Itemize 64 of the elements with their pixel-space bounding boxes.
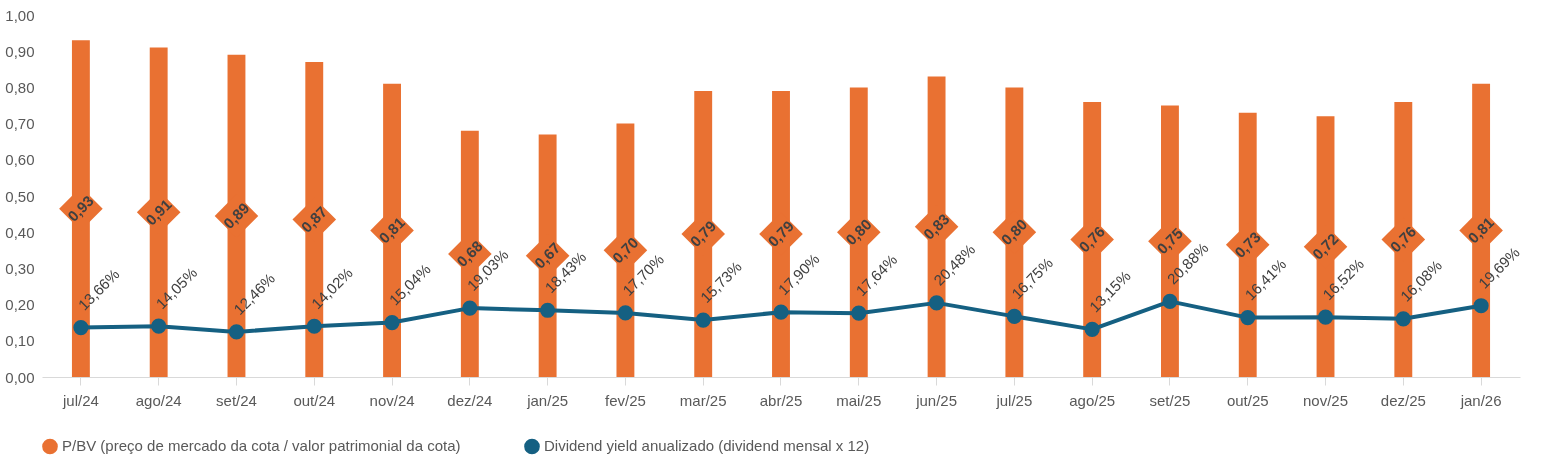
point [462, 300, 478, 316]
point [929, 295, 945, 311]
y-tick-label: 0,40 [5, 223, 35, 241]
x-tick-label: fev/25 [604, 391, 646, 409]
data-label: 0,72 [1308, 229, 1342, 263]
data-label: 0,89 [219, 199, 253, 232]
y-tick-label: 0,20 [5, 296, 35, 314]
data-label: 0,73 [1231, 228, 1264, 261]
point [1395, 311, 1411, 327]
y-tick-label: 0,10 [5, 332, 35, 350]
x-tick-label: dez/24 [447, 391, 493, 409]
point [73, 319, 89, 336]
point [1473, 298, 1489, 314]
x-tick-label: out/25 [1226, 391, 1269, 409]
x-tick-label: nov/25 [1303, 391, 1349, 409]
x-tick-label: dez/25 [1380, 391, 1426, 409]
x-tick-label: jan/26 [1459, 391, 1502, 409]
legend-label: P/BV (preço de mercado da cota / valor patrimonial da cota) [62, 437, 461, 455]
x-tick-label: set/25 [1149, 391, 1191, 409]
point [1162, 293, 1178, 309]
point [617, 305, 633, 321]
point [851, 305, 867, 321]
y-tick-label: 0,80 [5, 78, 35, 96]
data-label: 0,93 [64, 191, 97, 225]
y-tick-label: 0,00 [5, 368, 35, 386]
data-label: 0,80 [997, 215, 1031, 249]
data-label: 0,79 [686, 217, 720, 250]
point [773, 304, 789, 320]
y-tick-label: 0,90 [5, 42, 35, 60]
data-label: 0,91 [142, 195, 175, 229]
y-tick-label: 1,00 [5, 6, 35, 24]
legend-label: Dividend yield anualizado (dividend mensal x 12) [544, 437, 870, 455]
y-tick-label: 0,70 [5, 115, 35, 133]
point [695, 312, 711, 328]
x-tick-label: ago/24 [135, 391, 182, 409]
point [1240, 310, 1256, 326]
x-tick-label: mai/25 [836, 391, 882, 409]
data-label: 0,76 [1386, 222, 1420, 256]
x-tick-label: jul/24 [61, 391, 99, 409]
point [306, 318, 322, 334]
x-tick-label: mar/25 [679, 391, 727, 409]
x-tick-label: nov/24 [369, 391, 415, 409]
x-tick-label: ago/25 [1069, 391, 1116, 409]
y-tick-label: 0,30 [5, 259, 35, 277]
y-tick-label: 0,50 [5, 187, 35, 205]
x-tick-label: abr/25 [759, 391, 803, 409]
x-tick-label: jan/25 [526, 391, 569, 409]
data-label: 0,76 [1075, 222, 1109, 256]
data-label: 0,79 [764, 217, 797, 250]
data-label: 0,81 [375, 213, 409, 247]
point [384, 314, 400, 331]
data-label: 0,83 [919, 210, 953, 243]
x-tick-label: set/24 [216, 391, 257, 409]
point [1084, 321, 1100, 337]
point [1006, 308, 1022, 324]
data-label: 0,81 [1464, 213, 1498, 247]
point [540, 302, 556, 318]
x-tick-label: jun/25 [915, 391, 958, 409]
point [1317, 309, 1334, 325]
y-tick-label: 0,60 [5, 151, 35, 169]
x-tick-label: jul/25 [995, 391, 1033, 409]
point [151, 318, 167, 334]
point [228, 324, 245, 340]
x-tick-label: out/24 [293, 391, 336, 409]
